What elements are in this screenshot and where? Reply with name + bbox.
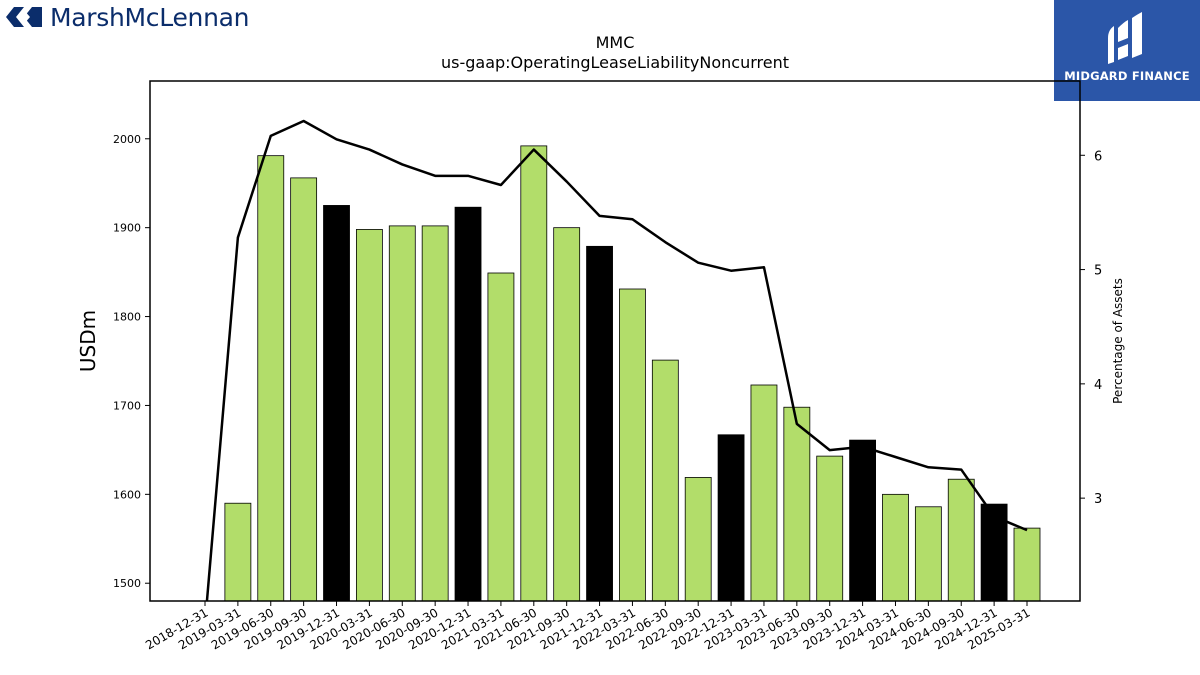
bar-2020-03-31 <box>355 229 383 602</box>
y2-tick-label: 6 <box>1094 149 1102 164</box>
bar-2021-06-30 <box>520 145 548 602</box>
y-tick-label: 1900 <box>113 222 141 235</box>
bar-2023-12-31 <box>849 439 876 602</box>
bar-2020-12-31 <box>454 206 482 602</box>
y-tick-label: 1700 <box>113 399 141 412</box>
bar-2023-06-30 <box>783 406 811 602</box>
y2-tick-label: 3 <box>1094 492 1102 507</box>
y2-tick-label: 5 <box>1094 264 1102 279</box>
plot-area: 15001600170018001900200034562018-12-3120… <box>113 119 1102 652</box>
bar-2024-09-30 <box>947 478 975 602</box>
bar-2024-03-31 <box>882 493 909 602</box>
bar-2021-09-30 <box>553 227 581 602</box>
mmc-logo-icon <box>6 7 42 27</box>
bar-2023-09-30 <box>816 455 844 602</box>
bar-2019-12-31 <box>323 205 350 602</box>
y-tick-label: 1600 <box>113 488 141 501</box>
bar-2020-06-30 <box>388 225 416 602</box>
bar-2024-12-31 <box>980 503 1008 602</box>
brand-name: MarshMcLennan <box>50 2 250 32</box>
bar-2021-03-31 <box>487 272 515 602</box>
bar-2025-03-31 <box>1013 527 1041 602</box>
bar-2024-06-30 <box>914 506 942 602</box>
line-percentage-of-assets <box>205 119 1028 601</box>
bar-2021-12-31 <box>586 245 613 602</box>
bar-2023-03-31 <box>750 384 778 602</box>
marshmclennan-logo: MarshMcLennan <box>4 2 249 32</box>
y2-tick-label: 4 <box>1094 378 1102 393</box>
bar-2022-12-31 <box>717 434 745 602</box>
chart-title: MMC <box>596 33 635 52</box>
bar-2019-06-30 <box>257 155 285 602</box>
y-axis-label: USDm <box>76 310 100 372</box>
midgard-finance-badge: MIDGARD FINANCE <box>1054 0 1200 101</box>
y-tick-label: 2000 <box>113 133 141 146</box>
midgard-logo-icon <box>1108 12 1142 64</box>
y-tick-label: 1500 <box>113 577 141 590</box>
y2-axis-label: Percentage of Assets <box>1111 278 1125 404</box>
bar-2022-09-30 <box>684 477 712 602</box>
bar-2019-09-30 <box>290 177 318 602</box>
bar-2022-03-31 <box>619 288 646 602</box>
y-tick-label: 1800 <box>113 311 141 324</box>
plot-frame <box>149 80 1081 602</box>
midgard-finance-label: MIDGARD FINANCE <box>1064 69 1190 83</box>
bar-2022-06-30 <box>651 359 679 602</box>
bar-2020-09-30 <box>421 225 449 602</box>
chart-subtitle: us-gaap:OperatingLeaseLiabilityNoncurren… <box>441 53 789 72</box>
bar-2019-03-31 <box>224 502 252 602</box>
